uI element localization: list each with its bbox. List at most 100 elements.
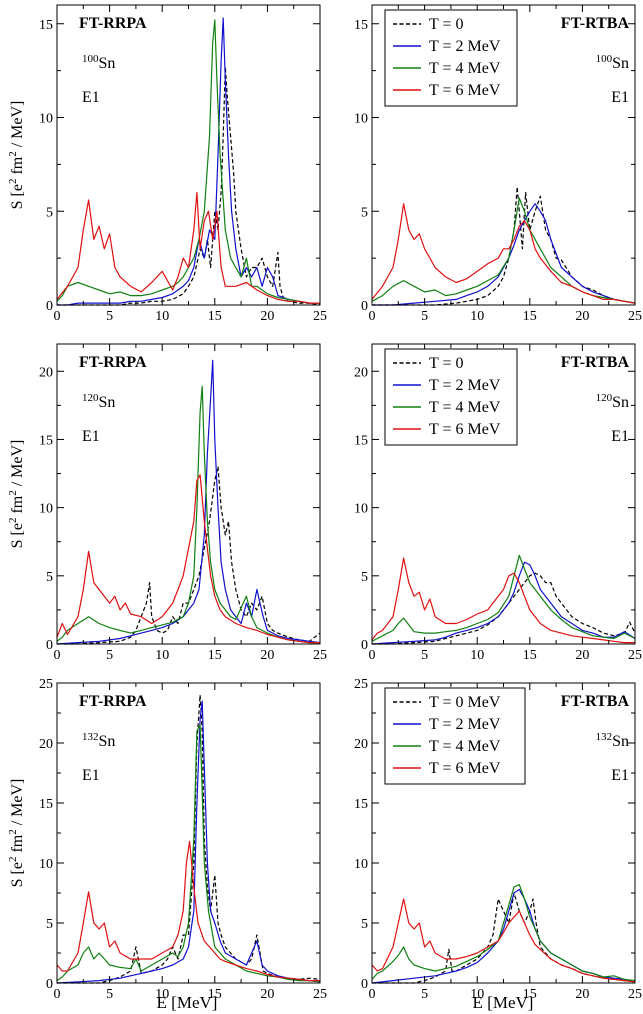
- series-line-p20-0: [57, 694, 321, 984]
- y-tick-label: 15: [39, 18, 53, 33]
- legend: T = 0 MeV T = 2 MeV T = 4 MeV T = 6 MeV: [384, 687, 526, 785]
- x-tick-label: 0: [369, 987, 376, 1002]
- series-line-p10-2: [56, 385, 320, 644]
- method-label: FT-RTBA: [561, 354, 630, 371]
- legend-entry: T = 4 MeV: [429, 399, 501, 416]
- y-tick-label: 5: [361, 205, 368, 220]
- y-tick-label: 0: [46, 299, 53, 314]
- y-tick-label: 0: [46, 977, 53, 992]
- series-line-p11-3: [371, 557, 635, 644]
- multipole-label: E1: [82, 428, 100, 445]
- x-tick-label: 0: [369, 648, 376, 663]
- multipole-label: E1: [82, 89, 100, 106]
- x-axis-label-right: E [MeV]: [473, 993, 534, 1012]
- x-tick-label: 10: [155, 987, 169, 1002]
- y-tick-label: 15: [354, 797, 368, 812]
- series-line-p21-1: [371, 888, 636, 984]
- x-tick-label: 0: [54, 648, 61, 663]
- x-tick-label: 25: [313, 309, 327, 324]
- series-line-p01-1: [372, 203, 636, 306]
- nucleus-label: 132Sn: [596, 731, 629, 750]
- x-tick-label: 20: [575, 309, 589, 324]
- y-tick-label: 0: [361, 299, 368, 314]
- legend-entry: T = 4 MeV: [429, 60, 501, 77]
- x-tick-label: 5: [421, 987, 428, 1002]
- series-line-p21-0: [372, 892, 636, 984]
- series-line-p20-2: [56, 724, 321, 983]
- x-tick-label: 20: [260, 987, 274, 1002]
- legend-entry: T = 2 MeV: [429, 377, 501, 394]
- legend-entry: T = 6 MeV: [429, 82, 501, 99]
- multipole-label: E1: [611, 428, 629, 445]
- series-line-p01-2: [371, 197, 636, 304]
- y-tick-label: 20: [39, 365, 53, 380]
- multipole-label: E1: [611, 89, 629, 106]
- legend: T = 0 T = 2 MeV T = 4 MeV T = 6 MeV: [384, 348, 518, 446]
- y-tick-label: 10: [354, 112, 368, 127]
- y-tick-label: 10: [39, 857, 53, 872]
- y-tick-label: 5: [361, 917, 368, 932]
- legend-entry: T = 2 MeV: [429, 38, 501, 55]
- y-tick-label: 15: [39, 433, 53, 448]
- series-line-p01-3: [371, 203, 636, 304]
- x-tick-label: 0: [369, 309, 376, 324]
- x-tick-label: 15: [523, 309, 537, 324]
- y-axis-label: S [e2 fm2 / MeV]: [7, 440, 26, 549]
- y-tick-label: 0: [361, 638, 368, 653]
- x-tick-label: 5: [421, 648, 428, 663]
- y-tick-label: 15: [354, 433, 368, 448]
- x-tick-label: 20: [260, 648, 274, 663]
- panel-p00: 0 5 10 15 20 25 0 5 10 15 S [e2 fm2 / MeV] FT-RRPA 1…: [7, 4, 327, 324]
- x-tick-label: 25: [313, 648, 327, 663]
- y-axis-label: S [e2 fm2 / MeV]: [7, 101, 26, 210]
- x-tick-label: 10: [470, 309, 484, 324]
- x-tick-label: 15: [523, 648, 537, 663]
- series-line-p00-1: [57, 17, 320, 306]
- x-tick-label: 10: [470, 648, 484, 663]
- x-tick-label: 10: [470, 987, 484, 1002]
- plot-frame: [56, 682, 321, 984]
- series-line-p00-2: [56, 19, 320, 304]
- legend: T = 0 T = 2 MeV T = 4 MeV T = 6 MeV: [384, 9, 518, 107]
- method-label: FT-RTBA: [561, 15, 630, 32]
- x-tick-label: 0: [54, 987, 61, 1002]
- y-tick-label: 15: [354, 18, 368, 33]
- series-line-p00-3: [56, 191, 320, 304]
- x-tick-label: 25: [628, 648, 642, 663]
- multipole-label: E1: [611, 767, 629, 784]
- y-axis-label: S [e2 fm2 / MeV]: [7, 779, 26, 888]
- y-tick-label: 10: [354, 502, 368, 517]
- series-line-p10-3: [56, 474, 320, 644]
- panel-p21: 0 5 10 15 20 25 0 5 10 15 20 25 FT-RTBA 132Sn E1 T = 0 …: [354, 677, 642, 1002]
- x-tick-label: 25: [628, 309, 642, 324]
- y-tick-label: 10: [354, 857, 368, 872]
- series-line-p20-3: [56, 840, 320, 982]
- x-tick-label: 5: [421, 309, 428, 324]
- method-label: FT-RRPA: [79, 15, 147, 32]
- y-tick-label: 5: [361, 570, 368, 585]
- y-tick-label: 25: [354, 677, 368, 692]
- method-label: FT-RTBA: [561, 693, 630, 710]
- panel-p10: 0 5 10 15 20 25 0 5 10 15 20 S [e2 fm2 / MeV] FT-RRP…: [7, 343, 327, 663]
- y-tick-label: 20: [354, 737, 368, 752]
- panel-p20: 0 5 10 15 20 25 0 5 10 15 20 25 S [e2 fm2 / MeV] FT-R…: [7, 677, 327, 1002]
- x-tick-label: 20: [260, 309, 274, 324]
- x-axis-label-left: E [MeV]: [157, 993, 218, 1012]
- x-tick-label: 20: [575, 987, 589, 1002]
- method-label: FT-RRPA: [79, 693, 147, 710]
- x-tick-label: 15: [523, 987, 537, 1002]
- x-tick-label: 5: [106, 987, 113, 1002]
- x-tick-label: 0: [54, 309, 61, 324]
- series-line-p20-1: [56, 700, 321, 984]
- x-tick-label: 10: [155, 309, 169, 324]
- series-line-p11-2: [371, 554, 636, 642]
- legend-entry: T = 0 MeV: [429, 694, 501, 711]
- nucleus-label: 120Sn: [82, 392, 115, 411]
- y-tick-label: 10: [39, 112, 53, 127]
- nucleus-label: 120Sn: [596, 392, 629, 411]
- x-tick-label: 15: [208, 987, 222, 1002]
- y-tick-label: 15: [39, 797, 53, 812]
- nucleus-label: 132Sn: [82, 731, 115, 750]
